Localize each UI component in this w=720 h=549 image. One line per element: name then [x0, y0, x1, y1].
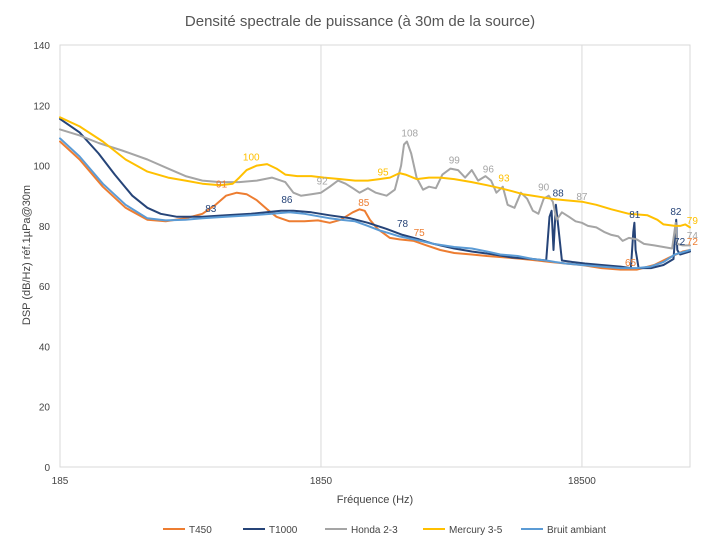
y-tick-label: 120: [33, 101, 50, 112]
tick-labels: 185 1850 18500 0 20 40 60 80 100 120 140: [33, 41, 596, 487]
y-axis-label: DSP (dB/Hz) réf.1µPa@30m: [21, 185, 33, 325]
series-lines: [59, 116, 691, 271]
x-tick-label: 185: [52, 476, 69, 487]
data-label: 81: [629, 210, 641, 221]
chart-title: Densité spectrale de puissance (à 30m de…: [185, 13, 535, 30]
data-label: 83: [205, 204, 217, 215]
data-label: 87: [576, 192, 588, 203]
data-label: 100: [243, 153, 260, 164]
series-line: [59, 128, 691, 250]
data-label: 96: [483, 165, 495, 176]
series-line: [59, 116, 691, 229]
legend-label: T450: [189, 525, 212, 536]
legend-label: Bruit ambiant: [547, 525, 606, 536]
data-label: 93: [498, 174, 510, 185]
data-label: 85: [358, 198, 370, 209]
data-label: 65: [625, 258, 637, 269]
data-label: 108: [401, 128, 418, 139]
data-label: 90: [538, 183, 550, 194]
y-tick-label: 20: [39, 403, 51, 414]
plot-frame: [59, 44, 691, 468]
data-label: 74: [687, 231, 699, 242]
data-label: 88: [553, 189, 565, 200]
data-label: 92: [317, 177, 329, 188]
data-label: 78: [397, 219, 409, 230]
x-tick-label: 18500: [568, 476, 596, 487]
series-line: [59, 117, 691, 270]
data-label: 79: [687, 216, 699, 227]
legend: T450 T1000 Honda 2-3 Mercury 3-5 Bruit ambia…: [163, 525, 606, 536]
legend-label: T1000: [269, 525, 298, 536]
y-tick-label: 100: [33, 162, 50, 173]
legend-label: Mercury 3-5: [449, 525, 503, 536]
x-tick-label: 1850: [310, 476, 333, 487]
data-label: 72: [687, 237, 699, 248]
data-label: 91: [216, 180, 228, 191]
y-tick-label: 60: [39, 282, 51, 293]
y-tick-label: 140: [33, 41, 50, 52]
data-label: 72: [674, 237, 686, 248]
data-label: 82: [670, 207, 682, 218]
grid-lines: [59, 44, 691, 468]
series-line: [59, 137, 691, 270]
legend-label: Honda 2-3: [351, 525, 398, 536]
x-axis-label: Fréquence (Hz): [337, 494, 413, 506]
y-tick-label: 0: [44, 463, 50, 474]
data-label: 75: [414, 228, 426, 239]
y-tick-label: 40: [39, 342, 51, 353]
data-label: 99: [449, 156, 461, 167]
data-label: 95: [378, 168, 390, 179]
y-tick-label: 80: [39, 222, 51, 233]
data-label: 86: [281, 195, 293, 206]
